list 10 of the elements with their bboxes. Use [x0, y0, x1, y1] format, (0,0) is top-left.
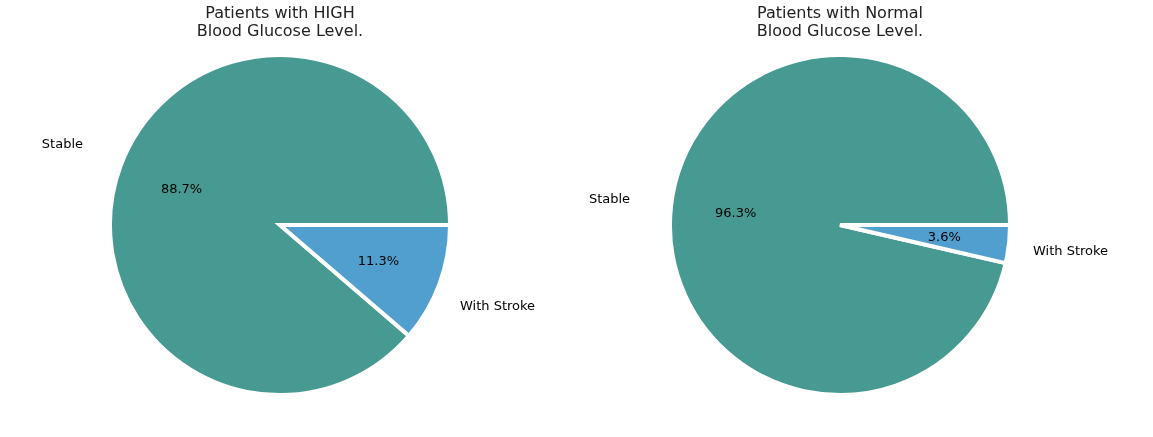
data-label: 11.3% [357, 253, 400, 269]
slice-label: Stable [41, 136, 84, 152]
slice-label: With Stroke [1032, 243, 1109, 259]
data-label: 88.7% [160, 180, 203, 196]
data-label: 3.6% [927, 228, 961, 244]
slice-label: Stable [588, 190, 631, 206]
chart-title: Patients with HIGH Blood Glucose Level. [196, 3, 364, 40]
data-label: 96.3% [715, 205, 757, 221]
chart-title: Patients with Normal Blood Glucose Level. [756, 3, 924, 40]
slice-label: With Stroke [459, 297, 536, 313]
